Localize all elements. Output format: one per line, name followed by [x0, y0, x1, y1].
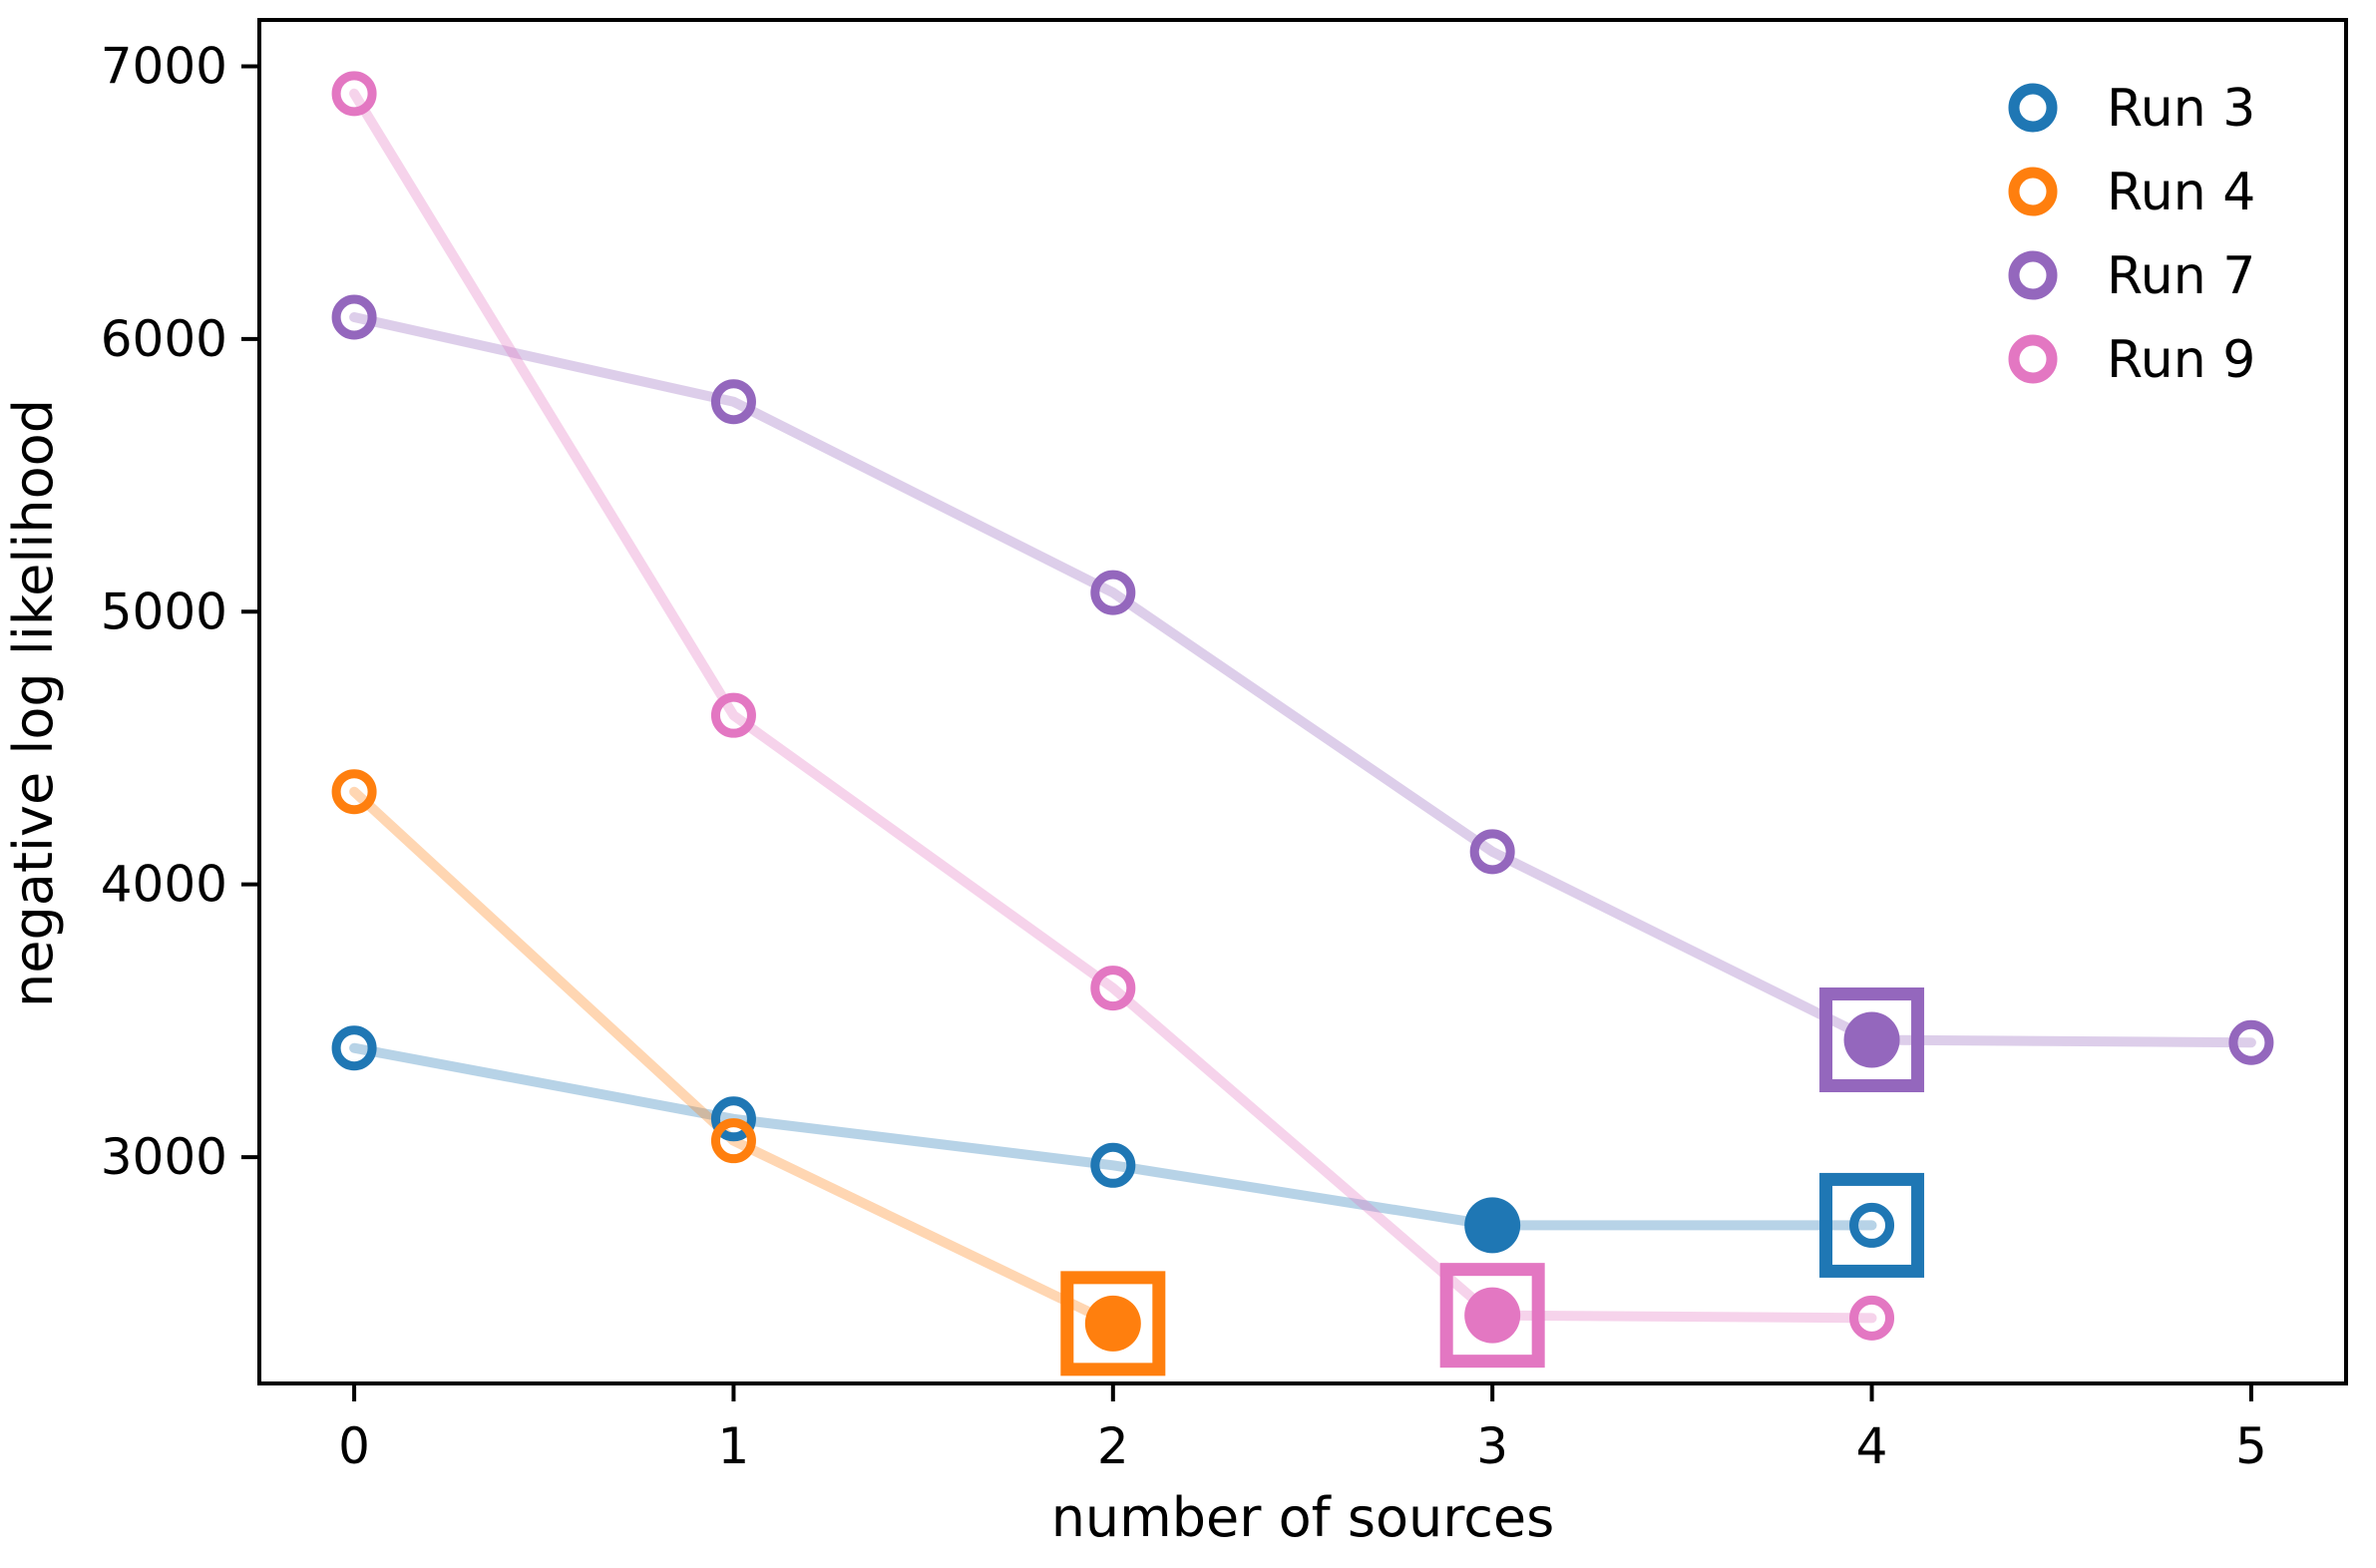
data-point-open: [710, 1118, 756, 1164]
x-tick-label: 0: [338, 1417, 370, 1475]
legend-marker-icon: [2008, 334, 2058, 384]
best-model-box: [1439, 1263, 1545, 1369]
data-point-open: [1849, 1295, 1895, 1341]
x-tick-label: 2: [1097, 1417, 1129, 1475]
data-point-open: [331, 1025, 377, 1071]
legend-item-run-3: Run 3: [2008, 79, 2255, 139]
y-tick-label: 6000: [101, 310, 227, 368]
best-model-box: [1819, 987, 1925, 1093]
x-axis-title: number of sources: [1051, 1486, 1555, 1549]
legend-label: Run 9: [2107, 330, 2255, 390]
data-point-open: [1090, 570, 1136, 615]
y-tick-label: 4000: [101, 856, 227, 914]
data-point-open: [710, 1096, 756, 1142]
plot-area: 3000 4000 5000 6000 7000 0 1 2 3 4 5 Run 3 Run 4 Run …: [101, 18, 2348, 1475]
y-tick-label: 5000: [101, 583, 227, 640]
data-point-open: [1090, 966, 1136, 1011]
data-point-open: [2228, 1019, 2274, 1065]
x-tick-label: 3: [1476, 1417, 1508, 1475]
data-point-open: [331, 71, 377, 117]
legend-label: Run 7: [2107, 246, 2255, 306]
data-point-open: [331, 294, 377, 340]
data-point-open: [1469, 829, 1515, 875]
data-point-open: [331, 769, 377, 815]
plot-frame: [257, 18, 2348, 1385]
data-point-open: [1849, 1202, 1895, 1248]
best-model-box: [1819, 1172, 1925, 1278]
legend-label: Run 3: [2107, 79, 2255, 139]
series-line-run-4: [349, 786, 1118, 1329]
data-point-open: [710, 379, 756, 425]
best-model-box: [1060, 1271, 1166, 1376]
data-point-filled: [1084, 1295, 1141, 1352]
series-line-run-7: [349, 312, 2256, 1048]
legend-marker-icon: [2008, 167, 2058, 216]
x-tick-label: 1: [718, 1417, 750, 1475]
x-tick-label: 4: [1856, 1417, 1888, 1475]
data-point-open: [1090, 1142, 1136, 1188]
legend-item-run-9: Run 9: [2008, 330, 2255, 390]
data-point-open: [710, 692, 756, 738]
legend-marker-icon: [2008, 250, 2058, 300]
series-line-run-9: [349, 88, 1877, 1324]
y-tick-label: 7000: [101, 37, 227, 95]
data-point-filled: [1843, 1011, 1900, 1068]
legend-item-run-7: Run 7: [2008, 246, 2255, 306]
y-tick-label: 3000: [101, 1128, 227, 1186]
data-point-filled: [1464, 1287, 1521, 1344]
data-point-filled: [1464, 1197, 1521, 1254]
x-tick-label: 5: [2235, 1417, 2267, 1475]
legend-marker-icon: [2008, 83, 2058, 133]
series-line-run-3: [349, 1042, 1877, 1231]
legend-label: Run 4: [2107, 163, 2255, 222]
y-axis-title: negative log likelihood: [2, 399, 65, 1007]
legend-item-run-4: Run 4: [2008, 163, 2255, 222]
